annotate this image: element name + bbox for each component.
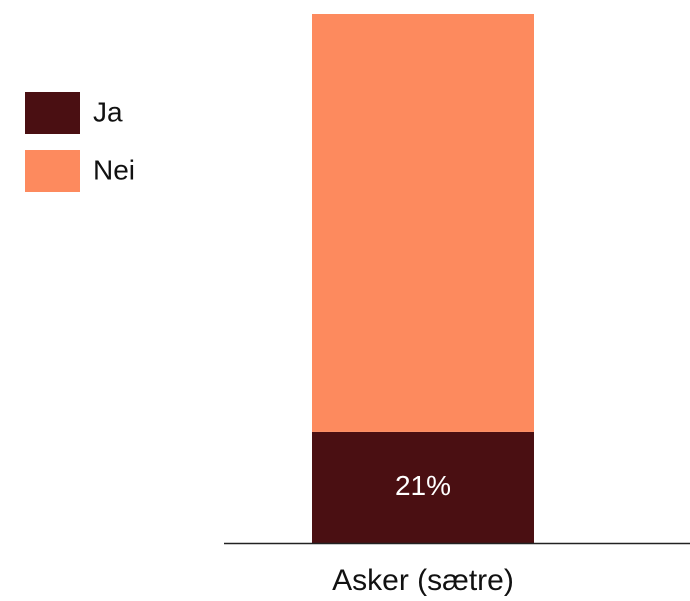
data-label: 21% — [395, 470, 451, 501]
x-tick-label: Asker (sætre) — [332, 564, 514, 597]
legend-swatch — [25, 150, 80, 192]
legend-label: Ja — [93, 96, 123, 127]
bar-segment — [312, 431, 534, 543]
legend-label: Nei — [93, 154, 135, 185]
legend-swatch — [25, 92, 80, 134]
bar-segment — [312, 14, 534, 432]
